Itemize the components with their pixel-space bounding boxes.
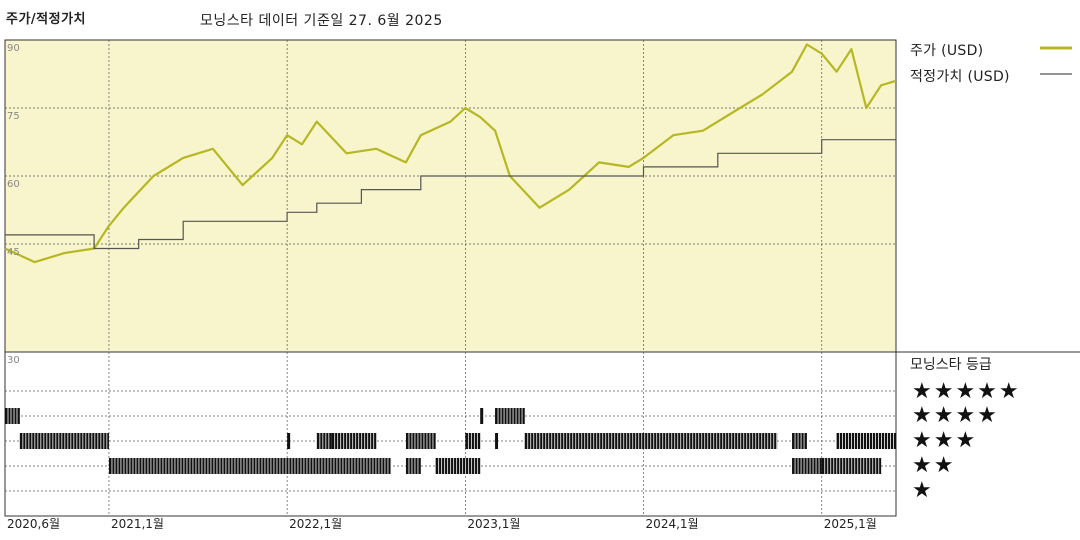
chart-title: 주가/적정가치	[6, 12, 87, 27]
price-series-line	[4, 43, 897, 264]
rating-bar-2-star	[435, 458, 481, 474]
rating-row-3: ★★★	[912, 428, 978, 453]
y-tick-label: 75	[7, 111, 20, 122]
rating-bar-3-star	[19, 433, 109, 449]
y-tick-label: 45	[7, 247, 20, 258]
legend-fair-label: 적정가치 (USD)	[910, 69, 1010, 85]
fair-value-series-line	[5, 117, 897, 250]
rating-bar-3-star	[792, 433, 807, 449]
y-tick-label: 60	[7, 179, 20, 190]
rating-row-1: ★	[912, 478, 934, 503]
rating-bar-3-star	[495, 433, 499, 449]
rating-bar-3-star	[287, 433, 291, 449]
x-tick-label: 2023,1월	[467, 517, 521, 531]
y-tick-label: 90	[7, 43, 20, 54]
legend-price-label: 주가 (USD)	[910, 43, 984, 59]
rating-bar-4-star	[5, 408, 20, 424]
rating-bar-3-star	[316, 433, 332, 449]
upper-plot-area	[5, 40, 896, 352]
x-tick-label: 2022,1월	[289, 517, 343, 531]
rating-title: 모닝스타 등급	[910, 357, 992, 373]
rating-row-4: ★★★★	[912, 403, 999, 428]
rating-row-2: ★★	[912, 453, 956, 478]
rating-bar-3-star	[331, 433, 377, 449]
rating-bar-2-star	[405, 458, 421, 474]
x-tick-label: 2020,6월	[7, 517, 61, 531]
chart-subtitle: 모닝스타 데이터 기준일 27. 6월 2025	[200, 13, 443, 29]
x-tick-label: 2024,1월	[645, 517, 699, 531]
rating-bar-4-star	[480, 408, 484, 424]
y-tick-label: 30	[7, 355, 20, 366]
rating-bar-3-star	[465, 433, 481, 449]
rating-row-5: ★★★★★	[912, 379, 1021, 404]
x-tick-label: 2021,1월	[110, 517, 164, 531]
x-tick-label: 2025,1월	[823, 517, 877, 531]
